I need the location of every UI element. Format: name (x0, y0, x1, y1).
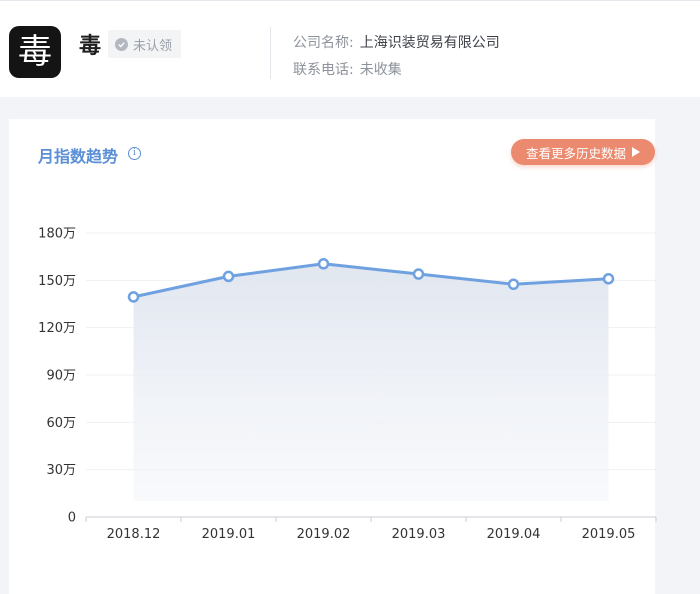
y-tick-label: 30万 (46, 463, 76, 478)
company-name-value: 上海识装贸易有限公司 (359, 35, 500, 51)
data-point (127, 291, 140, 303)
play-icon (632, 147, 640, 157)
phone-row: 联系电话: 未收集 (293, 59, 402, 79)
x-tick-label: 2019.05 (582, 527, 636, 542)
app-logo-icon: 毒 (9, 26, 61, 78)
data-point (602, 273, 615, 285)
company-name-row: 公司名称: 上海识装贸易有限公司 (293, 32, 500, 52)
info-icon[interactable]: i (128, 147, 141, 160)
y-tick-label: 120万 (38, 321, 76, 336)
header-divider (270, 27, 271, 79)
data-point (222, 270, 235, 283)
company-header: 毒 毒 未认领 公司名称: 上海识装贸易有限公司 联系电话: 未收集 (0, 0, 700, 97)
series-line (133, 262, 609, 299)
phone-label: 联系电话: (293, 62, 354, 78)
y-tick-label: 60万 (46, 416, 76, 431)
more-history-label: 查看更多历史数据 (525, 145, 626, 161)
app-name: 毒 (79, 34, 102, 59)
more-history-button[interactable]: 查看更多历史数据 (511, 139, 655, 165)
claim-status-label: 未认领 (133, 38, 173, 54)
series-area (133, 263, 609, 501)
y-tick-label: 180万 (38, 227, 76, 242)
phone-value: 未收集 (359, 62, 402, 78)
data-point (412, 268, 425, 280)
company-name-label: 公司名称: (293, 35, 354, 51)
card-title: 月指数趋势 (38, 147, 119, 166)
data-point (317, 258, 330, 270)
x-tick-label: 2018.12 (107, 527, 161, 542)
x-tick-label: 2019.02 (297, 527, 351, 542)
data-point (507, 278, 520, 291)
y-tick-label: 0 (68, 511, 76, 526)
y-tick-label: 150万 (38, 274, 76, 289)
check-icon (115, 37, 128, 51)
x-tick-label: 2019.03 (392, 527, 446, 542)
app-logo-glyph: 毒 (18, 32, 52, 72)
claim-status-badge[interactable]: 未认领 (108, 30, 182, 58)
x-tick-label: 2019.01 (202, 527, 256, 542)
x-tick-label: 2019.04 (487, 527, 541, 542)
y-tick-label: 90万 (46, 369, 76, 384)
